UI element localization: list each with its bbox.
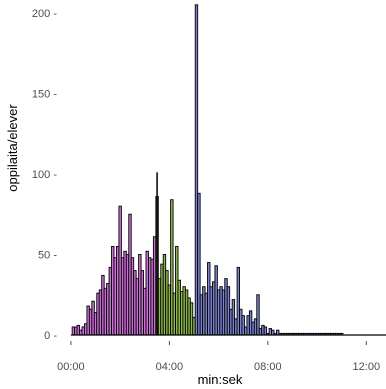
x-tick-label: 00:00 — [57, 361, 85, 373]
histogram-bars — [71, 4, 344, 336]
x-axis-ticks: 00:00 04:00 08:00 12:00 — [57, 341, 380, 373]
y-tick-label: 150 - — [32, 88, 57, 100]
x-tick-label: 08:00 — [254, 361, 282, 373]
y-tick-label: 100 - — [32, 169, 57, 181]
y-tick-label: 200 - — [32, 8, 57, 20]
x-tick-label: 12:00 — [353, 361, 381, 373]
y-tick-label: 0 - — [44, 330, 57, 342]
y-axis-ticks: 0 - 50 - 100 - 150 - 200 - — [32, 8, 57, 342]
y-axis-title: oppilaita/elever — [5, 104, 20, 192]
y-tick-label: 50 - — [38, 250, 57, 262]
x-tick-label: 04:00 — [156, 361, 184, 373]
x-axis-title: min:sek — [198, 372, 243, 387]
